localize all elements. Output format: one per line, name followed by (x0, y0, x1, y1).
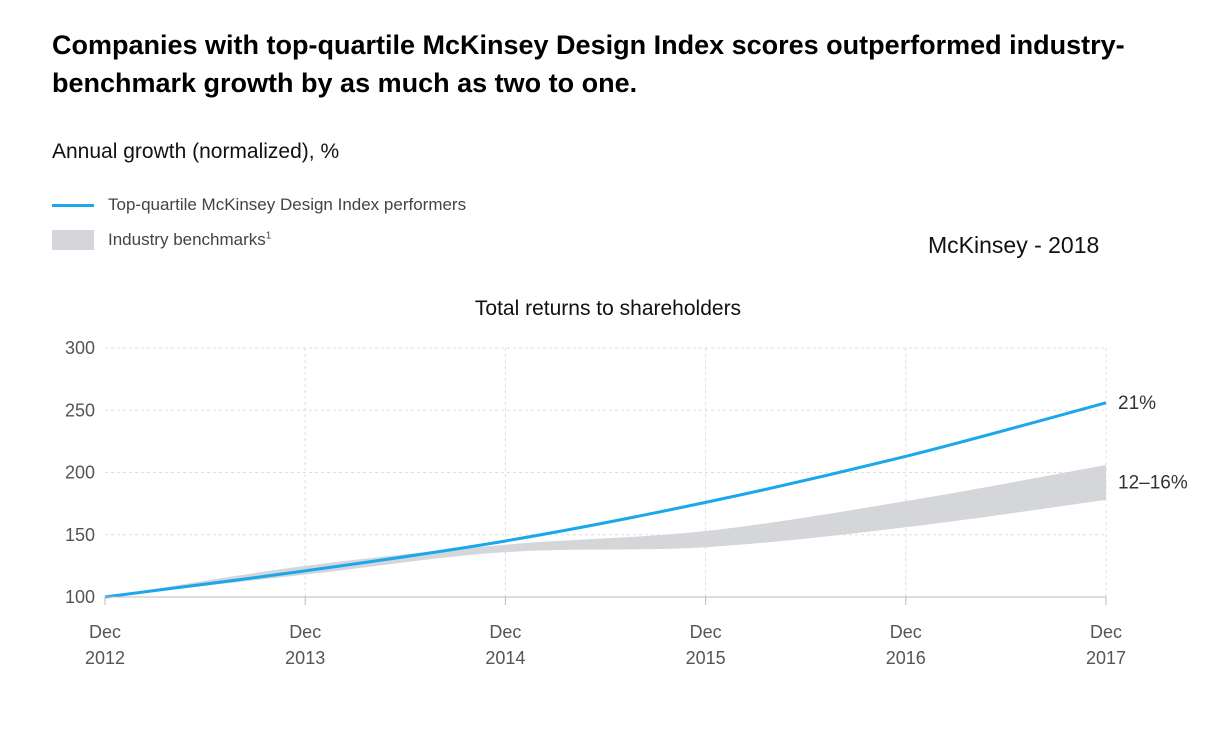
y-tick-label-250: 250 (65, 400, 95, 420)
band-end-label: 12–16% (1118, 472, 1188, 493)
legend-line-swatch (52, 203, 94, 207)
label-layer: 21% 12–16% (1118, 393, 1188, 494)
x-tick-label-0: Dec 2012 (85, 622, 125, 668)
line-end-label: 21% (1118, 393, 1156, 414)
page-title: Companies with top-quartile McKinsey Des… (52, 30, 1125, 98)
x-tick-label-3: Dec 2015 (686, 622, 726, 668)
y-tick-label-100: 100 (65, 587, 95, 607)
series-line-top-quartile (104, 401, 1107, 599)
source-note: McKinsey - 2018 (928, 232, 1100, 258)
grid-layer (105, 347, 1107, 597)
y-tick-label-150: 150 (65, 525, 95, 545)
legend-footnote-marker: 1 (265, 230, 272, 242)
legend-item-line: Top-quartile McKinsey Design Index perfo… (52, 195, 466, 215)
legend-band-swatch (52, 230, 94, 250)
chart-subtitle: Annual growth (normalized), % (52, 140, 340, 163)
chart-title: Total returns to shareholders (475, 297, 741, 320)
x-tick-label-5: Dec 2017 (1086, 622, 1126, 668)
x-tick-label-4: Dec 2016 (886, 622, 926, 668)
y-tick-label-200: 200 (65, 463, 95, 483)
y-tick-label-300: 300 (65, 338, 95, 358)
legend-band-label: Industry benchmarks1 (108, 230, 272, 249)
legend-line-label: Top-quartile McKinsey Design Index perfo… (108, 195, 467, 214)
axis-layer: 100 150 200 250 300 Dec 2012 Dec 2013 Dec 2014 Dec 2… (65, 338, 1126, 668)
legend-item-band: Industry benchmarks1 (52, 230, 271, 250)
x-tick-label-2: Dec 2014 (485, 622, 525, 668)
x-tick-label-1: Dec 2013 (285, 622, 325, 668)
